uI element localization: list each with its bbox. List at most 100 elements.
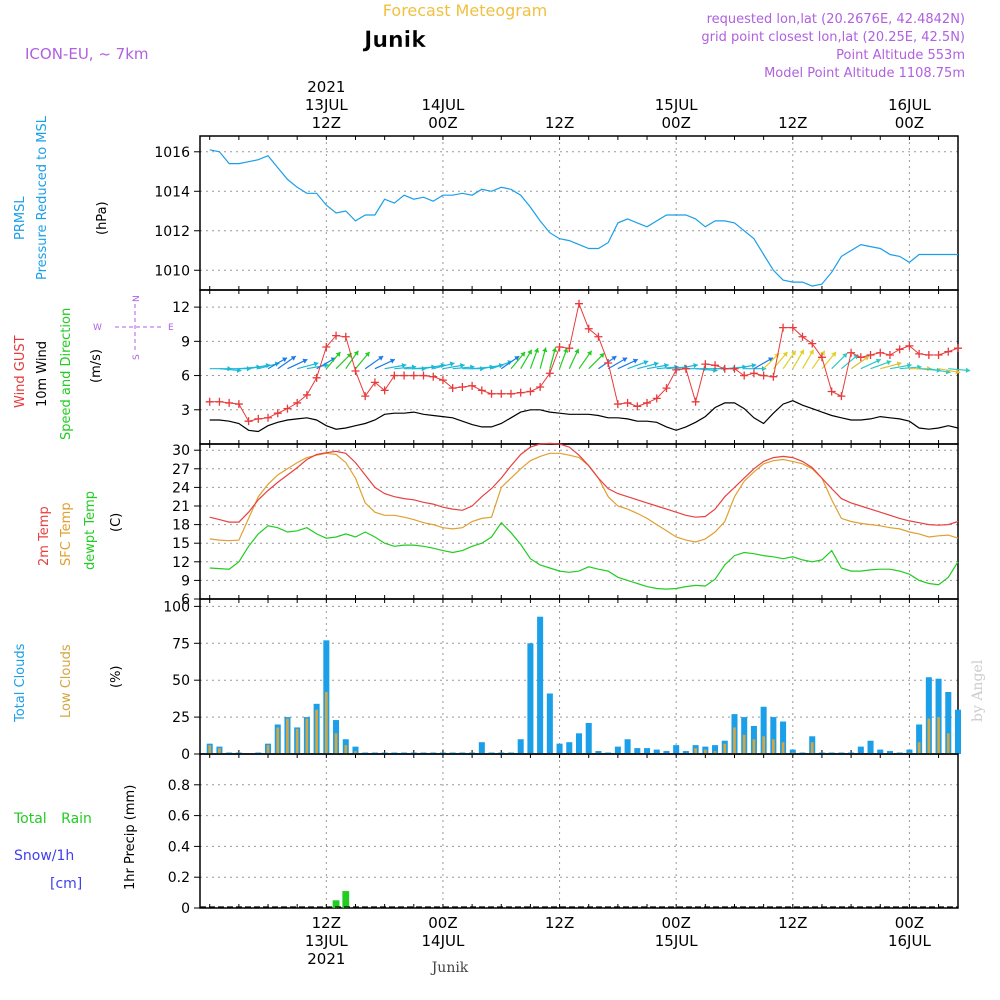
gust-marker (575, 299, 583, 308)
top-time-label: 00Z (428, 114, 457, 132)
wind-arrow-head (782, 351, 788, 357)
low-cloud-bar (208, 745, 212, 754)
gust-marker (749, 369, 758, 378)
wind-arrow-head (611, 356, 617, 361)
wind-arrow-head (809, 349, 814, 355)
gust-marker (652, 394, 661, 403)
gust-marker (847, 348, 856, 357)
gust-marker (487, 389, 496, 398)
gust-marker (788, 323, 797, 332)
gust-marker (954, 344, 962, 353)
low-cloud-bar (927, 718, 931, 754)
gust-marker (876, 348, 885, 357)
model-label: ICON-EU, ~ 7km (25, 45, 149, 63)
top-time-label: 15JUL (655, 96, 698, 114)
low-cloud-bar (315, 709, 318, 754)
total-cloud-bar (527, 643, 534, 754)
wind-arrow-head (520, 351, 526, 357)
y-tick-label: 0.4 (168, 839, 190, 855)
footer-location: Junik (430, 960, 469, 976)
gust-marker (322, 343, 331, 352)
low-cloud-bar (946, 733, 950, 754)
wind-arrow-head (632, 358, 638, 364)
gust-marker (506, 389, 515, 398)
y-tick-label: 0.6 (168, 809, 190, 825)
bottom-time-label: 13JUL (305, 932, 348, 950)
low-cloud-bar (762, 736, 765, 754)
panel-frame (199, 443, 959, 600)
wind-arrow-head (907, 362, 912, 369)
gust-marker (613, 400, 622, 409)
rain-bar (342, 891, 350, 908)
y-tick-label: 21 (172, 499, 190, 515)
gust-marker (458, 382, 467, 391)
wind-arrow-head (378, 356, 384, 361)
gust-marker (448, 384, 457, 393)
wind-arrow-head (449, 361, 455, 367)
gust-marker (808, 339, 817, 348)
snow-legend: Snow/1h (14, 848, 74, 864)
gust-marker (400, 371, 409, 380)
gust-marker (604, 359, 613, 368)
total-cloud-bar (634, 748, 641, 754)
low-cloud-bar (752, 739, 756, 754)
gust-marker (643, 398, 652, 407)
wind-arrow-head (653, 361, 659, 367)
total-cloud-bar (585, 723, 592, 754)
gust-marker (419, 371, 428, 380)
wind-arrow-head (335, 351, 341, 357)
total-cloud-bar (925, 677, 932, 754)
bottom-time-label: 2021 (307, 950, 345, 968)
low-cloud-bar (703, 749, 707, 754)
gust-marker (283, 404, 292, 413)
wind-arrow-head (965, 367, 971, 373)
total-cloud-bar (537, 616, 544, 754)
low-cloud-bar (354, 751, 357, 754)
wind-arrow-head (364, 351, 370, 357)
wind-arrow-head (563, 348, 569, 353)
bottom-time-label: 00Z (428, 914, 457, 932)
y-tick-label: 30 (172, 443, 190, 459)
low-cloud-bar (810, 742, 814, 754)
wind-arrow-head (302, 358, 308, 364)
top-time-label: 12Z (778, 114, 807, 132)
total-cloud-bar (575, 733, 583, 754)
wind-arrow-head (791, 350, 796, 356)
temp-unit: (C) (109, 513, 124, 532)
wind-arrow-head (459, 362, 465, 369)
bottom-time-label: 00Z (661, 914, 690, 932)
gust-marker (545, 369, 554, 378)
gust-marker (409, 371, 418, 380)
gust-marker (827, 387, 836, 396)
total-cloud-bar (770, 717, 777, 754)
bottom-time-label: 12Z (545, 914, 574, 932)
y-tick-label: 1016 (154, 145, 190, 161)
gust-marker (254, 414, 263, 423)
compass-n: N (132, 295, 142, 302)
wind-arrow-head (551, 347, 558, 353)
gust-marker (438, 376, 447, 385)
gust-marker (244, 417, 253, 426)
wind-10m-label: 10m Wind (35, 341, 50, 407)
total-cloud-bar (624, 739, 631, 754)
gust-marker (293, 398, 302, 407)
gust-marker (701, 360, 710, 369)
temp2m-label: 2m Temp (37, 506, 52, 566)
low-clouds-label: Low Clouds (59, 644, 74, 718)
low-cloud-bar (266, 745, 270, 754)
wind-arrow-head (401, 362, 407, 369)
top-time-label: 13JUL (305, 96, 348, 114)
gust-marker (497, 389, 506, 398)
top-time-label: 12Z (545, 114, 574, 132)
gust-marker (273, 409, 282, 418)
gust-marker (623, 398, 632, 407)
wind-arrow-head (767, 357, 773, 363)
wind-arrow-head (514, 356, 520, 361)
total-cloud-bar (760, 706, 767, 754)
clouds-unit: (%) (109, 666, 124, 689)
y-tick-label: 100 (163, 599, 190, 615)
gust-marker (516, 388, 525, 397)
gust-marker (915, 349, 924, 358)
bottom-time-label: 00Z (895, 914, 924, 932)
